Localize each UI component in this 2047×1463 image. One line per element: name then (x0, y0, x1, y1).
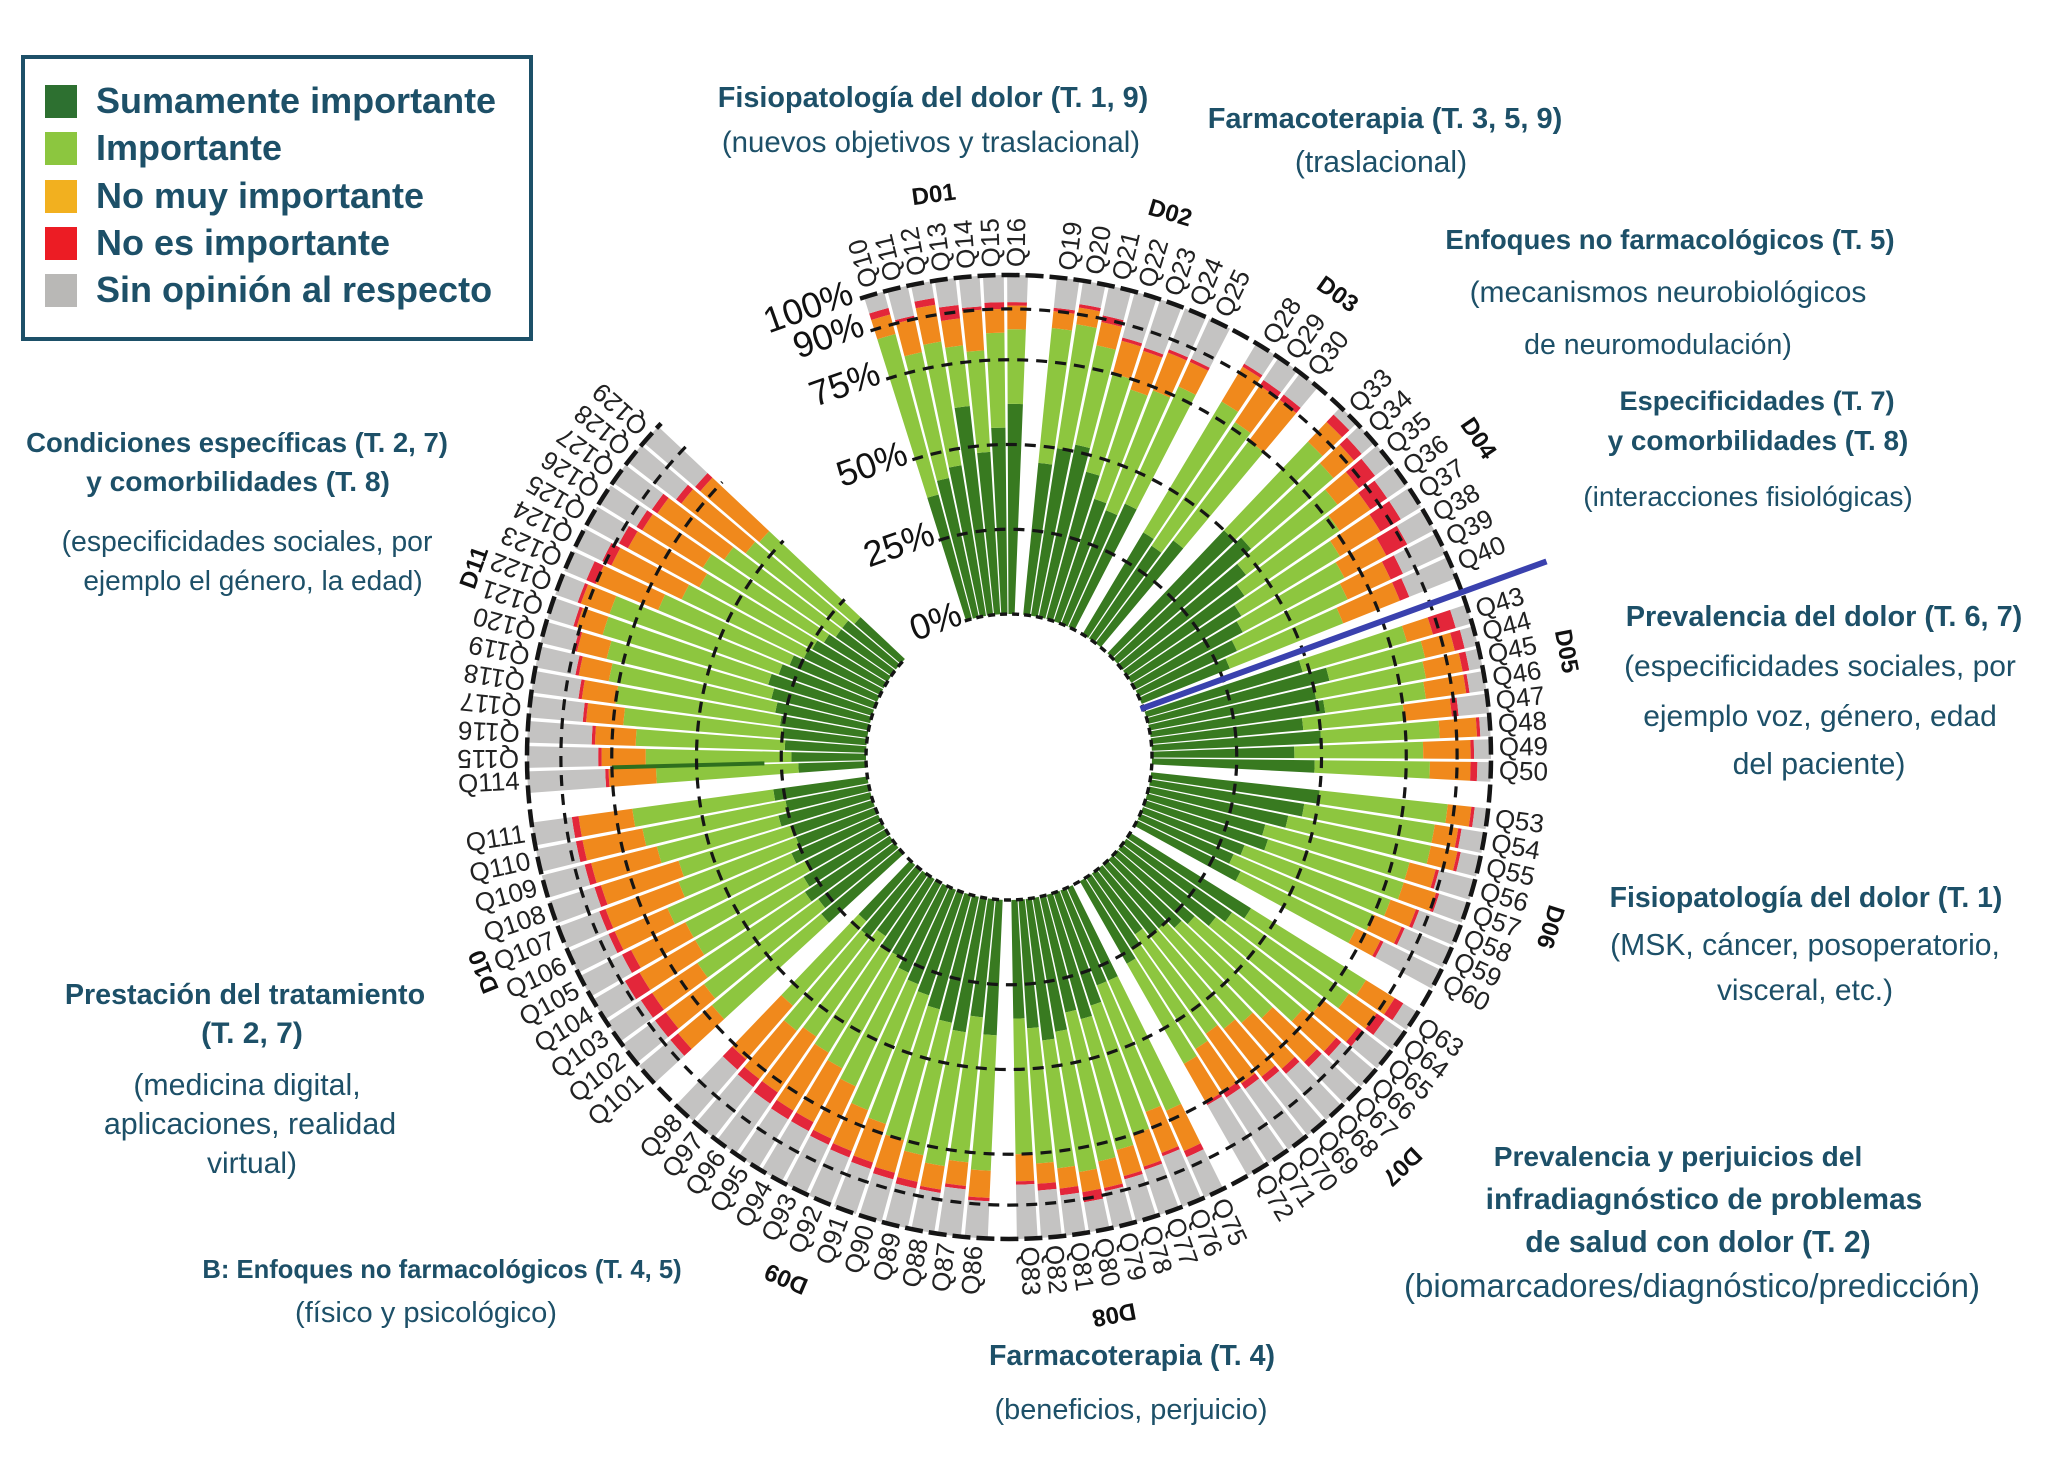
svg-text:(MSK, cáncer, posoperatorio,: (MSK, cáncer, posoperatorio, (1610, 929, 2000, 962)
svg-text:aplicaciones, realidad: aplicaciones, realidad (104, 1107, 396, 1141)
svg-text:visceral, etc.): visceral, etc.) (1717, 974, 1893, 1007)
svg-text:(T. 2, 7): (T. 2, 7) (201, 1017, 303, 1050)
svg-text:(traslacional): (traslacional) (1295, 146, 1467, 179)
svg-text:Fisiopatología del dolor (T. 1: Fisiopatología del dolor (T. 1) (1610, 882, 2003, 914)
svg-text:Especificidades (T. 7): Especificidades (T. 7) (1620, 385, 1895, 416)
svg-text:(especificidades sociales, por: (especificidades sociales, por (1624, 650, 2016, 683)
svg-text:Q16: Q16 (1001, 218, 1032, 268)
svg-text:Fisiopatología del dolor (T. 1: Fisiopatología del dolor (T. 1, 9) (718, 82, 1148, 114)
svg-text:B: Enfoques no farmacológicos: B: Enfoques no farmacológicos (T. 4, 5) (202, 1256, 681, 1284)
svg-text:(especificidades sociales, por: (especificidades sociales, por (62, 526, 433, 558)
svg-text:ejemplo el género, la edad): ejemplo el género, la edad) (83, 565, 422, 596)
svg-text:y comorbilidades (T. 8): y comorbilidades (T. 8) (86, 465, 390, 497)
svg-text:Sumamente importante: Sumamente importante (96, 80, 496, 121)
svg-text:Q115: Q115 (457, 744, 519, 774)
svg-text:Q87: Q87 (925, 1241, 961, 1293)
svg-text:Q49: Q49 (1499, 731, 1549, 762)
svg-text:ejemplo voz, género, edad: ejemplo voz, género, edad (1643, 700, 1997, 733)
svg-text:Q116: Q116 (457, 715, 520, 748)
svg-text:Q48: Q48 (1497, 705, 1548, 738)
svg-text:Q47: Q47 (1494, 680, 1546, 715)
svg-text:del paciente): del paciente) (1733, 748, 1906, 781)
svg-text:Q82: Q82 (1039, 1244, 1073, 1296)
svg-text:(beneficios, perjuicio): (beneficios, perjuicio) (995, 1394, 1268, 1426)
svg-text:de neuromodulación): de neuromodulación) (1524, 329, 1792, 361)
svg-text:Q114: Q114 (457, 765, 520, 798)
svg-text:Farmacoterapia (T. 4): Farmacoterapia (T. 4) (989, 1340, 1275, 1372)
svg-text:Importante: Importante (96, 127, 282, 168)
svg-text:No muy importante: No muy importante (96, 175, 424, 216)
svg-text:(biomarcadores/diagnóstico/pre: (biomarcadores/diagnóstico/predicción) (1404, 1267, 1980, 1304)
svg-text:Q53: Q53 (1493, 803, 1546, 839)
svg-text:Prestación del tratamiento: Prestación del tratamiento (65, 979, 425, 1011)
svg-text:Farmacoterapia (T. 3, 5, 9): Farmacoterapia (T. 3, 5, 9) (1208, 103, 1563, 135)
svg-text:Q86: Q86 (955, 1245, 988, 1296)
svg-text:Q19: Q19 (1052, 220, 1088, 272)
svg-text:Enfoques no farmacológicos (T.: Enfoques no farmacológicos (T. 5) (1445, 224, 1894, 255)
svg-text:Q117: Q117 (459, 687, 523, 723)
svg-text:Q13: Q13 (921, 221, 957, 274)
svg-text:(mecanismos neurobiológicos: (mecanismos neurobiológicos (1470, 276, 1867, 309)
svg-text:y comorbilidades (T. 8): y comorbilidades (T. 8) (1608, 425, 1909, 456)
svg-text:Prevalencia y perjuicios del: Prevalencia y perjuicios del (1494, 1141, 1863, 1172)
svg-text:Prevalencia del dolor (T. 6, 7: Prevalencia del dolor (T. 6, 7) (1626, 601, 2023, 633)
svg-text:Q50: Q50 (1498, 755, 1548, 787)
svg-text:Q14: Q14 (947, 219, 981, 270)
svg-text:Sin opinión al respecto: Sin opinión al respecto (96, 269, 492, 310)
svg-text:(medicina digital,: (medicina digital, (133, 1069, 360, 1102)
svg-text:No es importante: No es importante (96, 222, 390, 263)
svg-text:(interacciones fisiológicas): (interacciones fisiológicas) (1583, 481, 1912, 512)
svg-text:Q83: Q83 (1015, 1246, 1047, 1296)
svg-text:Q15: Q15 (974, 218, 1006, 268)
svg-text:Q81: Q81 (1064, 1240, 1100, 1293)
svg-text:D01: D01 (910, 179, 957, 212)
svg-text:(físico y psicológico): (físico y psicológico) (295, 1297, 557, 1329)
svg-text:infradiagnóstico de problemas: infradiagnóstico de problemas (1486, 1183, 1923, 1216)
svg-text:Condiciones específicas (T. 2,: Condiciones específicas (T. 2, 7) (26, 427, 448, 458)
svg-text:virtual): virtual) (207, 1147, 297, 1180)
svg-text:de salud con dolor (T. 2): de salud con dolor (T. 2) (1525, 1226, 1871, 1259)
svg-text:(nuevos objetivos y traslacion: (nuevos objetivos y traslacional) (722, 126, 1140, 159)
